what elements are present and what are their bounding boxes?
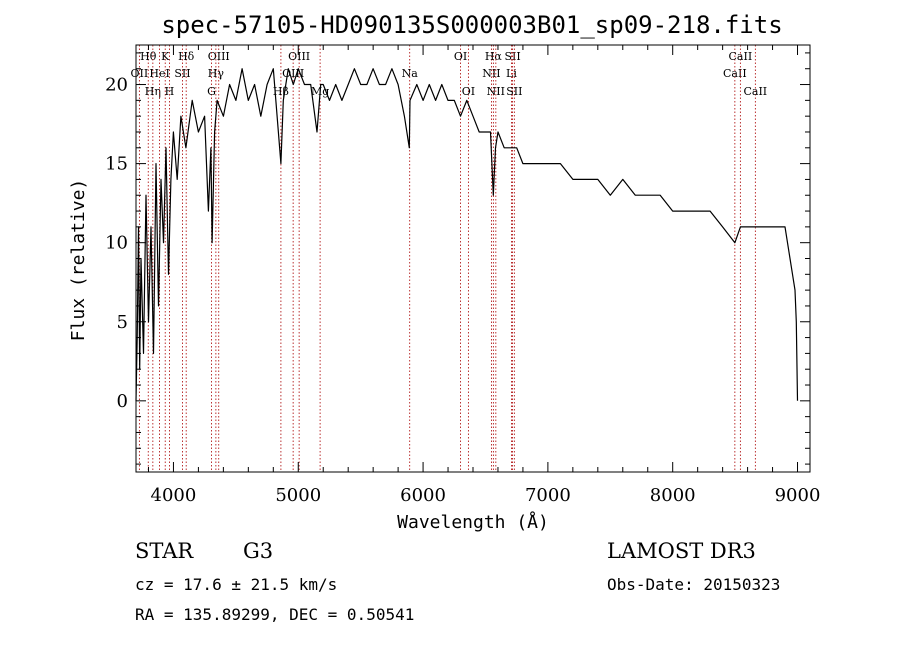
- chart-title: spec-57105-HD090135S000003B01_sp09-218.f…: [161, 11, 782, 39]
- spectral-line-label: SII: [174, 67, 190, 80]
- spectral-line-label: OIII: [208, 50, 230, 63]
- y-axis-label: Flux (relative): [68, 179, 89, 342]
- x-tick-label: 7000: [525, 485, 571, 506]
- spectral-line-label: Hγ: [208, 67, 225, 80]
- spectral-line-label: Hα: [485, 50, 503, 63]
- y-tick-label: 15: [105, 154, 128, 175]
- x-tick-label: 4000: [151, 485, 197, 506]
- redshift-cz: cz = 17.6 ± 21.5 km/s: [135, 575, 338, 594]
- x-axis-label: Wavelength (Å): [397, 511, 549, 533]
- y-tick-label: 20: [105, 75, 128, 96]
- object-class: STAR: [135, 539, 194, 563]
- spectral-line-label: Hη: [145, 85, 161, 98]
- survey-name: LAMOST DR3: [607, 539, 756, 563]
- spectral-line-label: Li: [506, 67, 517, 80]
- spectral-line-label: OIII: [282, 67, 304, 80]
- spectral-line-label: K: [161, 50, 170, 63]
- spectral-line-label: OI: [462, 85, 475, 98]
- spectral-line-label: CaII: [729, 50, 753, 63]
- spectral-line-label: Hθ: [140, 50, 157, 63]
- spectral-line-label: SII: [504, 50, 520, 63]
- spectral-line-label: OIII: [288, 50, 310, 63]
- spectral-line-label: OI: [454, 50, 467, 63]
- spectral-line-label: H: [165, 85, 175, 98]
- spectral-line-label: HeI: [149, 67, 169, 80]
- y-tick-label: 5: [117, 312, 128, 333]
- x-tick-label: 9000: [775, 485, 821, 506]
- spectral-line-label: CaII: [743, 85, 767, 98]
- x-tick-label: 8000: [650, 485, 696, 506]
- y-tick-label: 10: [105, 233, 128, 254]
- observation-date: Obs-Date: 20150323: [607, 575, 781, 594]
- x-tick-label: 5000: [275, 485, 321, 506]
- ra-dec: RA = 135.89299, DEC = 0.50541: [135, 605, 415, 624]
- flux-series-line: [135, 68, 799, 401]
- spectral-line-label: Na: [402, 67, 419, 80]
- plot-frame: [135, 44, 811, 473]
- object-subclass: G3: [243, 539, 274, 563]
- y-tick-label: 0: [117, 391, 128, 412]
- x-tick-label: 6000: [400, 485, 446, 506]
- spectral-line-label: Hδ: [178, 50, 195, 63]
- spectral-line-label: NII: [487, 85, 505, 98]
- spectral-line-label: NII: [482, 67, 500, 80]
- spectral-line-label: G: [207, 85, 216, 98]
- spectral-line-label: SII: [506, 85, 522, 98]
- flux-series-layer: [135, 68, 799, 401]
- axes-layer: 4000 5000 6000 7000 8000 9000 0 5 10 15 20: [105, 45, 820, 506]
- spectral-line-label: OII: [131, 67, 149, 80]
- spectral-line-label: CaII: [723, 67, 747, 80]
